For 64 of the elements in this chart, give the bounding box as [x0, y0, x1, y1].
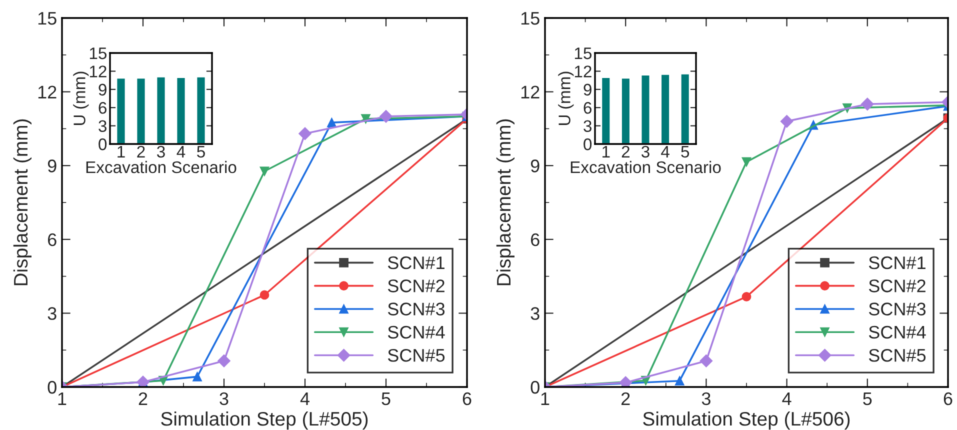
y-tick-label: 15	[521, 12, 540, 25]
x-tick-label: 2	[138, 392, 148, 405]
x-tick-label: 1	[58, 392, 66, 405]
y-tick-label: 9	[98, 84, 106, 96]
legend-label: SCN#1	[868, 256, 926, 270]
legend-label: SCN#5	[388, 348, 445, 362]
x-tick-label: 3	[702, 392, 710, 406]
y-tick-label: 12	[574, 66, 592, 78]
y-axis-title: U (mm)	[73, 72, 89, 125]
y-tick-label: 12	[38, 86, 56, 98]
x-axis-title: Excavation Scenario	[86, 160, 236, 174]
y-tick-label: 3	[584, 120, 592, 132]
x-tick-label: 2	[622, 146, 630, 158]
x-tick-label: 1	[541, 392, 550, 405]
legend-label: SCN#5	[868, 348, 926, 362]
y-tick-label: 6	[48, 233, 56, 246]
x-tick-label: 1	[602, 146, 610, 158]
legend-label: SCN#4	[868, 326, 926, 339]
x-tick-label: 3	[220, 392, 228, 406]
y-tick-label: 15	[574, 48, 592, 60]
legend-label: SCN#3	[388, 302, 445, 316]
x-axis-title: Simulation Step (L#506)	[643, 411, 850, 430]
y-tick-label: 6	[531, 233, 540, 246]
legend-label: SCN#2	[868, 280, 926, 292]
y-tick-label: 3	[530, 307, 540, 320]
y-axis-title: Displacement (mm)	[13, 119, 32, 286]
x-tick-label: 4	[661, 146, 670, 158]
x-tick-label: 4	[782, 392, 792, 405]
y-tick-label: 9	[48, 160, 56, 172]
x-tick-label: 2	[621, 392, 630, 405]
y-tick-label: 12	[521, 86, 540, 98]
x-tick-label: 5	[681, 146, 690, 158]
y-tick-label: 15	[38, 12, 56, 25]
x-tick-label: 3	[157, 146, 165, 158]
legend-label: SCN#2	[388, 280, 444, 292]
y-tick-label: 6	[98, 102, 106, 114]
x-tick-label: 5	[382, 392, 390, 406]
y-tick-label: 0	[530, 380, 540, 394]
x-tick-label: 3	[642, 146, 650, 158]
y-tick-label: 12	[90, 66, 106, 78]
x-tick-label: 4	[176, 146, 186, 158]
y-tick-label: 3	[98, 120, 106, 132]
x-tick-label: 6	[944, 392, 952, 406]
legend-label: SCN#4	[388, 326, 445, 339]
y-axis-title: U (mm)	[558, 72, 574, 125]
y-tick-label: 0	[48, 380, 56, 394]
x-axis-title: Excavation Scenario	[570, 160, 721, 174]
y-tick-label: 3	[48, 307, 56, 320]
y-tick-label: 9	[584, 84, 592, 96]
x-axis-title: Simulation Step (L#505)	[161, 411, 368, 430]
x-tick-label: 2	[137, 146, 145, 158]
y-axis-title: Displacement (mm)	[496, 119, 514, 286]
legend-label: SCN#1	[388, 256, 444, 270]
y-tick-label: 6	[584, 102, 592, 114]
x-tick-label: 5	[863, 392, 872, 406]
y-tick-label: 9	[530, 160, 540, 172]
x-tick-label: 1	[118, 146, 125, 158]
y-tick-label: 0	[98, 138, 107, 150]
legend-label: SCN#3	[868, 302, 926, 316]
x-tick-label: 4	[300, 392, 310, 405]
y-tick-label: 0	[584, 138, 592, 150]
x-tick-label: 6	[462, 392, 472, 406]
x-tick-label: 5	[197, 146, 205, 158]
y-tick-label: 15	[90, 48, 107, 60]
